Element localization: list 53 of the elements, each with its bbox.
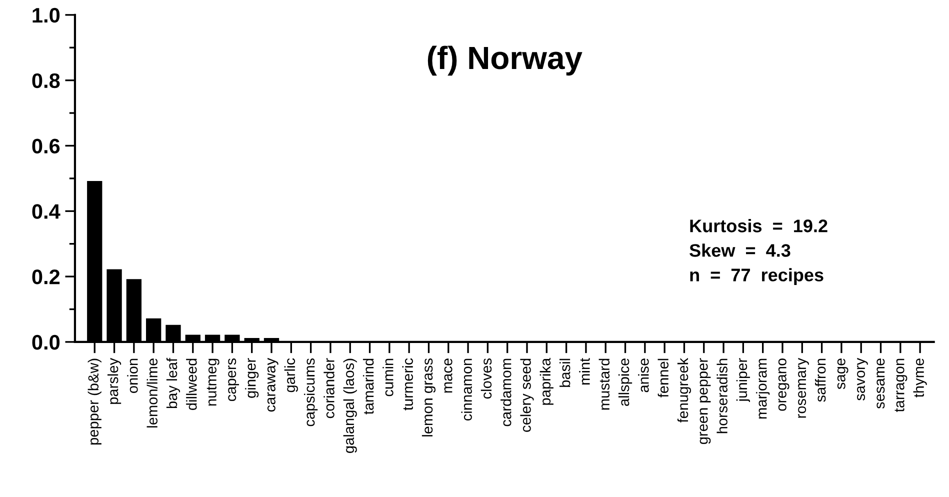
x-tick-label: cardamom bbox=[500, 358, 512, 426]
x-tick-label: oregano bbox=[778, 358, 790, 411]
x-tick-label: marjoram bbox=[756, 358, 770, 419]
x-tick-label: rosemary bbox=[798, 358, 809, 418]
x-tick-label: saffron bbox=[815, 358, 826, 402]
annotation: Kurtosis = 19.2 bbox=[690, 219, 828, 232]
x-tick-label: onion bbox=[127, 358, 138, 393]
annotation: n = 77 recipes bbox=[690, 268, 824, 285]
x-tick-label: capsicums bbox=[304, 358, 318, 426]
x-tick-label: mace bbox=[444, 358, 452, 393]
x-tick-label: cloves bbox=[480, 358, 492, 399]
x-tick-label: horseradish bbox=[716, 358, 728, 434]
annotation: Skew = 4.3 bbox=[690, 244, 790, 257]
x-tick-label: juniper bbox=[736, 358, 750, 402]
y-tick-label: 0.4 bbox=[32, 204, 60, 219]
x-tick-label: green pepper bbox=[700, 358, 711, 444]
x-tick-label: parsley bbox=[107, 358, 122, 404]
x-tick-label: sesame bbox=[876, 358, 885, 409]
x-tick-label: thyme bbox=[913, 358, 927, 398]
text: (f) Norway bbox=[428, 46, 582, 76]
y-tick-label: 0.2 bbox=[32, 270, 60, 284]
y-tick-label: 0.0 bbox=[32, 334, 60, 350]
x-tick-label: lemon/lime bbox=[146, 358, 158, 428]
x-tick-label: sage bbox=[837, 358, 848, 390]
x-tick-label: nutmeg bbox=[206, 358, 220, 406]
y-tick-label: 0.6 bbox=[32, 138, 60, 154]
x-tick-label: fenugreek bbox=[677, 358, 692, 423]
x-tick-label: cinnamon bbox=[461, 358, 472, 421]
x-tick-label: turmeric bbox=[402, 358, 413, 410]
y-tick-label: 1.0 bbox=[32, 8, 60, 23]
x-tick-label: cumin bbox=[382, 358, 394, 396]
x-tick-label: anise bbox=[638, 358, 649, 392]
x-tick-label: caraway bbox=[267, 358, 278, 412]
x-tick-label: coriander bbox=[324, 358, 334, 418]
x-tick-label: fennel bbox=[658, 358, 668, 398]
x-tick-label: tamarind bbox=[362, 358, 374, 414]
x-tick-label: tarragon bbox=[894, 358, 908, 412]
x-tick-label: mustard bbox=[598, 358, 610, 410]
x-tick-label: paprika bbox=[540, 358, 554, 405]
x-tick-label: bay leaf bbox=[166, 358, 180, 408]
x-tick-label: dillweed bbox=[186, 358, 197, 410]
x-tick-label: garlic bbox=[284, 358, 298, 392]
x-tick-label: galangal (laos) bbox=[343, 358, 357, 453]
x-tick-label: ginger bbox=[245, 358, 259, 398]
x-tick-label: capers bbox=[228, 358, 239, 402]
x-tick-label: mint bbox=[579, 358, 590, 384]
y-tick-label: 0.8 bbox=[32, 73, 60, 88]
x-tick-label: savory bbox=[857, 358, 868, 400]
x-tick-label: allspice bbox=[618, 358, 632, 406]
x-tick-label: lemon grass bbox=[422, 358, 436, 436]
x-tick-label: pepper (b&w) bbox=[88, 358, 102, 445]
x-tick-label: celery seed bbox=[520, 358, 534, 432]
x-tick-label: basil bbox=[560, 358, 570, 387]
